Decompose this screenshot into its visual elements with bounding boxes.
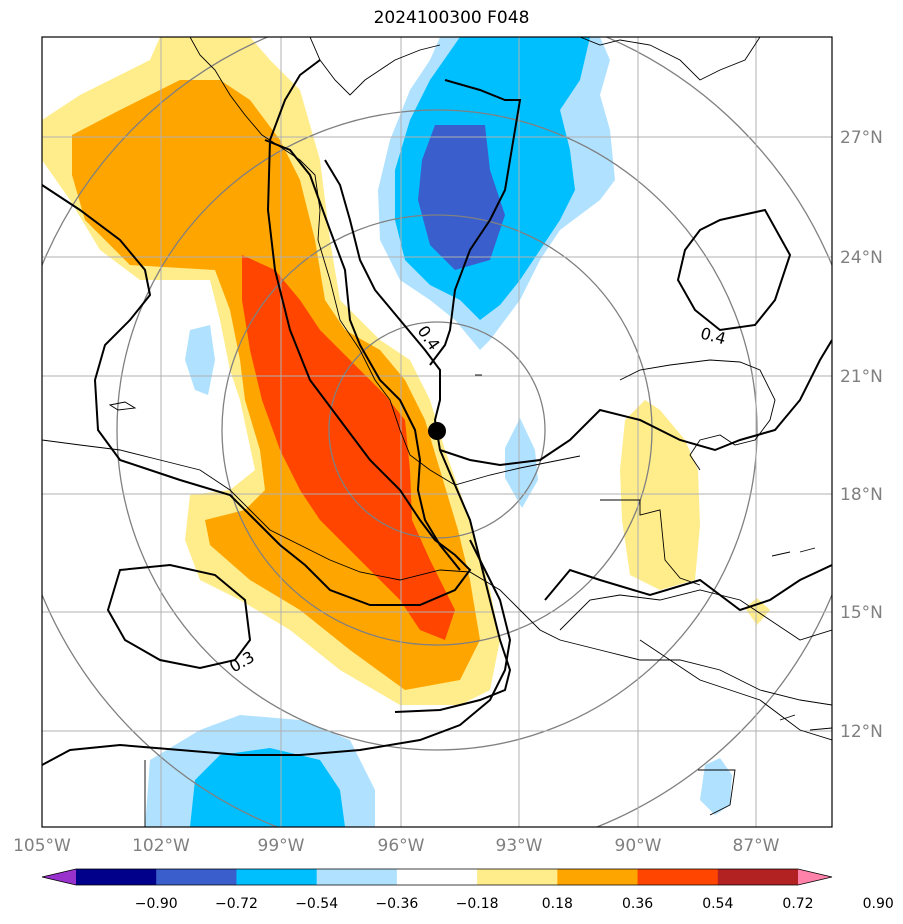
colorbar-label: −0.18	[456, 896, 499, 912]
colorbar-label: 0.54	[702, 896, 733, 912]
colorbar-segment	[76, 869, 157, 885]
colorbar-label: −0.90	[135, 896, 178, 912]
lat-tick: 27°N	[840, 128, 883, 148]
shade-lightblue-west	[185, 325, 215, 395]
contour-label-0.3: 0.3	[226, 647, 258, 676]
lat-tick: 24°N	[840, 248, 883, 268]
lat-tick-labels: 27°N 24°N 21°N 18°N 15°N 12°N	[840, 128, 883, 742]
contour-label-0.4-east: 0.4	[698, 323, 728, 348]
colorbar-label: −0.72	[215, 896, 258, 912]
coastlines	[42, 37, 832, 827]
shade-lightblue-southeast	[700, 758, 732, 815]
shade-royalblue-gulf	[418, 125, 505, 270]
colorbar-label: 0.18	[542, 896, 573, 912]
shading-layer	[42, 37, 770, 827]
colorbar-label: 0.36	[622, 896, 653, 912]
colorbar-segment	[637, 869, 719, 885]
shade-red-core	[242, 255, 455, 640]
colorbar-segment	[236, 869, 318, 885]
colorbar-label: 0.72	[782, 896, 813, 912]
colorbar-segment	[156, 869, 237, 885]
contour-label-0.4-gulf: 0.4	[414, 322, 444, 354]
colorbar-extend-high	[798, 869, 832, 885]
colorbar-outline	[41, 868, 833, 886]
storm-center-dot	[428, 422, 446, 440]
lat-tick: 21°N	[840, 367, 883, 387]
lon-tick: 90°W	[615, 836, 662, 856]
lat-tick: 18°N	[840, 485, 883, 505]
colorbar-segment	[557, 869, 639, 885]
lat-tick: 12°N	[840, 722, 883, 742]
lon-tick: 93°W	[496, 836, 543, 856]
lon-tick: 105°W	[13, 836, 71, 856]
colorbar-segment	[316, 869, 398, 885]
lon-tick: 99°W	[258, 836, 305, 856]
map-title: 2024100300 F048	[373, 8, 530, 28]
contour-lines	[42, 59, 832, 766]
shade-yellow-east	[620, 400, 700, 590]
colorbar-extend-low	[42, 869, 76, 885]
lon-tick-labels: 105°W 102°W 99°W 96°W 93°W 90°W 87°W	[13, 836, 780, 856]
lon-tick: 102°W	[132, 836, 190, 856]
colorbar-label: −0.54	[295, 896, 338, 912]
lat-tick: 15°N	[840, 603, 883, 623]
range-rings	[42, 37, 832, 827]
shade-cyan-south	[190, 748, 345, 827]
colorbar: −0.90 −0.72 −0.54 −0.36 −0.18 0.18 0.36 0.54 0.7…	[41, 868, 894, 912]
colorbar-segment	[396, 869, 478, 885]
colorbar-label: 0.90	[863, 896, 894, 912]
map-frame	[41, 36, 833, 828]
colorbar-segment	[717, 869, 799, 885]
colorbar-segment	[477, 869, 558, 885]
colorbar-label: −0.36	[375, 896, 418, 912]
lon-tick: 87°W	[733, 836, 780, 856]
lon-tick: 96°W	[378, 836, 425, 856]
